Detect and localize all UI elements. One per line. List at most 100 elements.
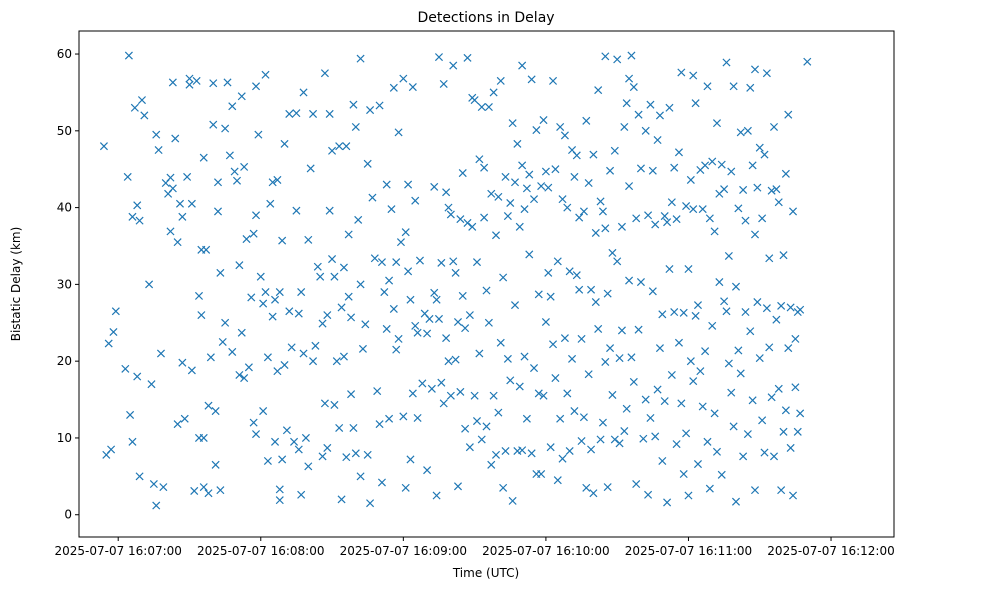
data-point <box>442 334 451 343</box>
data-point <box>249 229 258 238</box>
data-point <box>734 204 743 213</box>
data-point <box>223 78 232 87</box>
data-point <box>739 452 748 461</box>
data-point <box>722 58 731 67</box>
data-point <box>458 169 467 178</box>
data-point <box>361 320 370 329</box>
data-point <box>430 288 439 297</box>
data-point <box>577 334 586 343</box>
data-point <box>544 183 553 192</box>
data-point <box>774 384 783 393</box>
data-point <box>273 367 282 376</box>
data-point <box>135 216 144 225</box>
data-point <box>753 298 762 307</box>
data-point <box>596 197 605 206</box>
data-points <box>99 51 812 510</box>
data-point <box>396 238 405 247</box>
data-point <box>309 109 318 118</box>
data-point <box>166 227 175 236</box>
data-point <box>344 230 353 239</box>
data-point <box>648 287 657 296</box>
data-point <box>710 409 719 418</box>
data-point <box>708 321 717 330</box>
data-point <box>109 327 118 337</box>
data-point <box>565 446 574 456</box>
data-point <box>591 228 600 237</box>
data-point <box>551 165 560 174</box>
data-point <box>392 258 401 267</box>
data-point <box>418 379 427 388</box>
data-point <box>442 188 451 197</box>
data-point <box>354 215 363 224</box>
data-point <box>549 340 558 349</box>
data-point <box>377 478 386 487</box>
data-point <box>392 345 401 354</box>
data-point <box>199 433 208 442</box>
data-point <box>641 126 650 135</box>
data-point <box>513 139 522 148</box>
data-point <box>366 106 375 115</box>
data-point <box>758 214 767 223</box>
data-point <box>743 126 752 135</box>
data-point <box>404 180 413 189</box>
x-tick-label: 2025-07-07 16:12:00 <box>767 544 894 558</box>
data-point <box>625 182 634 191</box>
data-point <box>632 214 641 223</box>
data-point <box>394 334 403 343</box>
data-point <box>539 116 548 125</box>
data-point <box>617 222 626 231</box>
data-point <box>503 212 512 221</box>
data-point <box>589 150 598 159</box>
data-point <box>173 238 182 247</box>
data-point <box>213 178 223 187</box>
data-point <box>712 119 722 128</box>
data-point <box>665 103 674 112</box>
data-point <box>651 432 660 441</box>
y-axis-label: Bistatic Delay (km) <box>9 227 23 342</box>
data-point <box>235 261 244 270</box>
data-point <box>515 222 524 231</box>
data-point <box>320 399 329 408</box>
data-point <box>617 326 626 335</box>
data-point <box>655 344 664 353</box>
data-point <box>613 55 622 64</box>
data-point <box>701 161 710 170</box>
data-point <box>541 167 550 176</box>
data-point <box>458 291 467 300</box>
data-point <box>216 268 225 277</box>
data-point <box>282 426 291 435</box>
data-point <box>472 417 482 426</box>
data-point <box>432 491 441 500</box>
data-point <box>750 486 760 495</box>
data-point <box>494 192 503 201</box>
data-point <box>211 460 220 469</box>
data-point <box>651 220 660 229</box>
data-point <box>168 78 177 87</box>
data-point <box>480 213 489 222</box>
data-point <box>427 384 436 393</box>
data-point <box>748 396 757 405</box>
data-point <box>584 179 593 188</box>
data-point <box>501 446 510 456</box>
data-point <box>318 319 327 328</box>
data-point <box>779 427 788 436</box>
data-point <box>781 406 790 415</box>
data-point <box>218 337 227 346</box>
data-point <box>601 224 610 233</box>
data-point <box>273 175 282 184</box>
data-point <box>755 354 764 363</box>
data-point <box>765 343 774 352</box>
data-point <box>644 490 653 499</box>
data-point <box>197 311 206 320</box>
data-point <box>230 167 239 176</box>
data-point <box>461 324 470 333</box>
data-point <box>347 390 356 399</box>
data-point <box>551 374 560 383</box>
data-point <box>529 195 539 204</box>
data-point <box>784 344 793 353</box>
data-point <box>261 70 270 79</box>
data-point <box>477 435 486 444</box>
data-point <box>734 346 743 355</box>
data-point <box>263 456 272 466</box>
data-point <box>99 142 108 151</box>
